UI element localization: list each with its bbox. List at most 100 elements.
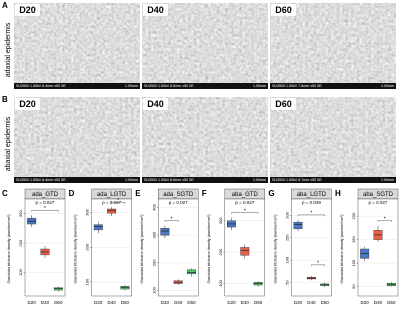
sig-label: *: [384, 216, 386, 222]
image-label: D20: [19, 5, 36, 15]
scale-label: 1.00mm: [125, 84, 138, 88]
y-tick-label: 200: [151, 259, 156, 266]
p-value: p = 0.039: [302, 200, 321, 205]
sig-bracket: [231, 212, 259, 215]
x-tick-label: D60: [254, 300, 263, 305]
box: [240, 247, 250, 256]
image-label: D60: [275, 99, 292, 109]
y-tick-label: 400: [151, 203, 156, 210]
y-tick-label: 200: [18, 239, 23, 246]
sem-image: [142, 97, 268, 183]
panel-title: ada_SGTD: [163, 192, 194, 198]
x-tick-label: D20: [94, 300, 103, 305]
sem-image: [270, 97, 396, 183]
sig-label: *: [117, 198, 119, 204]
panel-label: F: [202, 189, 207, 198]
x-tick-label: D20: [28, 300, 37, 305]
y-axis-label: Glandular trichome density (number/cm²): [140, 214, 144, 284]
sig-bracket: [297, 214, 325, 217]
sem-image: [14, 3, 140, 89]
caption-bar: [142, 177, 268, 183]
panel-label: E: [135, 189, 141, 198]
x-tick-label: D60: [187, 300, 196, 305]
y-tick-label: 300: [18, 210, 23, 217]
x-tick-label: D20: [227, 300, 236, 305]
panel-title: aba_GTD: [232, 192, 259, 198]
x-tick-label: D60: [387, 300, 396, 305]
sig-label: *: [317, 261, 319, 267]
y-tick-label: 100: [351, 259, 356, 266]
y-tick-label: 100: [151, 286, 156, 293]
panel-title: aba_SGTD: [363, 192, 394, 198]
x-tick-label: D40: [241, 300, 250, 305]
label-box: [143, 98, 168, 110]
image-label: D20: [19, 99, 36, 109]
scale-label: 1.00mm: [253, 178, 266, 182]
panel-title: ada_GTD: [32, 192, 59, 198]
panel-title: aba_LGTD: [297, 192, 327, 198]
box: [293, 221, 303, 230]
p-value: p = 0.027: [169, 200, 188, 205]
sem-image: [270, 3, 396, 89]
image-label: D40: [147, 5, 164, 15]
y-tick-label: 300: [85, 208, 90, 215]
box: [160, 228, 170, 236]
y-axis-label: Glandular trichome density (number/cm²): [74, 214, 78, 284]
sig-bracket: [31, 210, 59, 212]
sig-label: *: [171, 216, 173, 222]
panel-label: G: [268, 189, 274, 198]
scale-label: 1.00mm: [381, 84, 394, 88]
p-value: p = 0.027: [36, 200, 55, 205]
y-tick-label: 200: [218, 248, 223, 255]
y-tick-label: 100: [284, 256, 289, 263]
y-tick-label: 150: [351, 235, 356, 242]
scale-label: 1.00mm: [253, 84, 266, 88]
y-tick-label: 100: [218, 279, 223, 286]
image-caption: SU3500 1.50kV 8.4mm x50 SE: [16, 84, 66, 88]
caption-bar: [14, 177, 140, 183]
y-tick-label: 100: [18, 268, 23, 275]
image-caption: SU3500 1.50kV 7.6mm x50 SE: [272, 84, 322, 88]
sig-label: *: [44, 206, 46, 212]
y-tick-label: 200: [351, 212, 356, 219]
label-box: [143, 4, 168, 16]
side-label: adaxial epidermis: [5, 22, 12, 77]
sem-image: [142, 3, 268, 89]
x-tick-label: D20: [161, 300, 170, 305]
y-axis-label: Glandular trichome density (number/cm²): [273, 214, 277, 284]
y-tick-label: 300: [218, 217, 223, 224]
panel-title: ada_LGTD: [97, 192, 127, 198]
scale-label: 1.00mm: [381, 178, 394, 182]
x-tick-label: D60: [121, 300, 130, 305]
x-tick-label: D60: [321, 300, 330, 305]
plot-frame: [357, 198, 399, 297]
sem-image: [14, 97, 140, 183]
x-tick-label: D40: [107, 300, 116, 305]
image-caption: SU3500 1.50kV 8.4mm x50 SE: [16, 178, 66, 182]
scale-label: 1.00mm: [125, 178, 138, 182]
label-box: [271, 98, 296, 110]
caption-bar: [142, 83, 268, 89]
y-tick-label: 200: [284, 211, 289, 218]
x-tick-label: D60: [54, 300, 63, 305]
sig-label: *: [310, 211, 312, 217]
caption-bar: [14, 83, 140, 89]
y-axis-label: Glandular trichome density (number/cm²): [340, 214, 344, 284]
row-label: A: [2, 1, 8, 10]
p-value: p = 0.027: [102, 200, 121, 205]
box: [187, 269, 196, 275]
y-tick-label: 300: [151, 231, 156, 238]
x-tick-label: D40: [307, 300, 316, 305]
p-value: p = 0.027: [235, 200, 254, 205]
x-tick-label: D40: [174, 300, 183, 305]
label-box: [15, 4, 40, 16]
box: [93, 224, 103, 231]
row-label: B: [2, 95, 8, 104]
y-axis-label: Glandular trichome density (number/cm²): [7, 214, 11, 284]
sig-bracket: [111, 202, 126, 204]
side-label: abaxial epidermis: [5, 116, 12, 171]
x-tick-label: D40: [374, 300, 383, 305]
y-tick-label: 200: [85, 243, 90, 250]
image-caption: SU3500 1.50kV 8.6mm x50 SE: [144, 84, 194, 88]
